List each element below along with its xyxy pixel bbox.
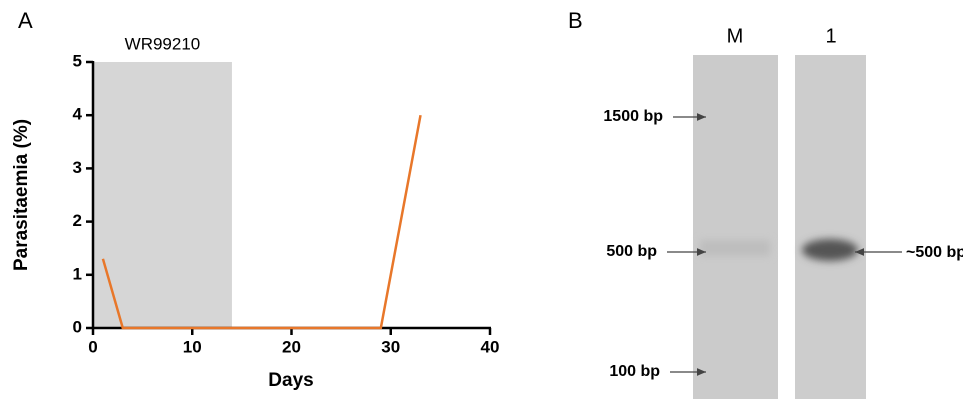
y-tick-label: 2 (73, 211, 82, 230)
panel-label: A (18, 8, 33, 33)
y-tick-label: 3 (73, 158, 82, 177)
band-label: ~500 bp (906, 244, 963, 261)
x-tick-label: 0 (88, 337, 97, 356)
x-axis-title: Days (268, 370, 313, 391)
gel-lane (795, 55, 866, 399)
y-tick-label: 0 (73, 317, 82, 336)
figure: A B WR99210 0 1 2 3 4 5 0 10 20 30 40 Days Parasita… (0, 0, 963, 399)
lane-label: M (727, 25, 744, 47)
treatment-shade (93, 62, 232, 328)
y-axis-title: Parasitaemia (%) (11, 119, 32, 271)
x-tick-label: 40 (481, 337, 500, 356)
gel: M 1 1500 bp 500 bp 100 bp ~500 bp (603, 25, 963, 399)
x-tick-label: 30 (381, 337, 400, 356)
panel-label: B (568, 8, 583, 33)
lane-label: 1 (825, 25, 836, 47)
y-tick-label: 4 (73, 105, 83, 124)
marker-label: 500 bp (606, 243, 657, 260)
x-tick-label: 20 (282, 337, 301, 356)
marker-label: 1500 bp (603, 108, 663, 125)
y-tick-label: 5 (73, 51, 82, 70)
x-tick-label: 10 (183, 337, 202, 356)
shade-label: WR99210 (125, 34, 201, 53)
gel-lane (693, 55, 778, 399)
marker-label: 100 bp (609, 363, 660, 380)
dna-band (802, 239, 858, 261)
ladder-band (700, 240, 770, 256)
y-tick-label: 1 (73, 264, 82, 283)
line-chart: WR99210 0 1 2 3 4 5 0 10 20 30 40 (73, 34, 500, 356)
